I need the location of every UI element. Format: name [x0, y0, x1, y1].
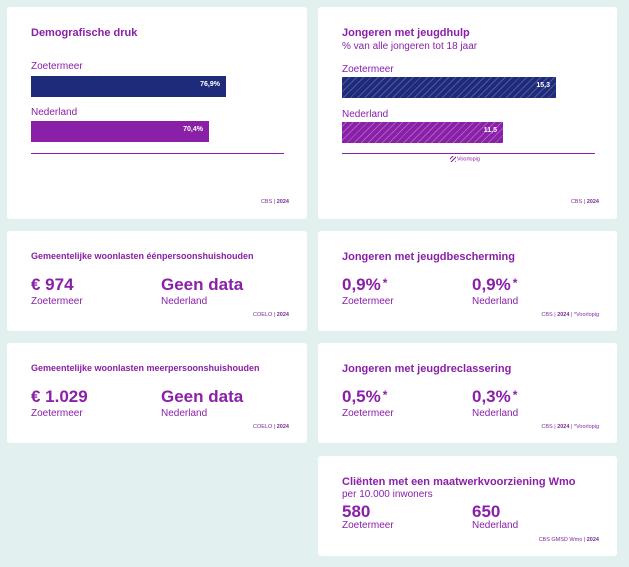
footnote-star: * [382, 388, 388, 402]
label-zoetermeer: Zoetermeer [342, 520, 394, 531]
legend-label: Voorlopig [457, 156, 480, 163]
bar-value-zoetermeer: 15,3 [536, 82, 550, 89]
value-zoetermeer-number: 0,5% [342, 387, 381, 406]
source-name: COELO | [253, 424, 277, 430]
source-label: CBS | 2024 | *Voorlopig [541, 424, 599, 430]
label-nederland: Nederland [161, 408, 208, 419]
card-subtitle: % van alle jongeren tot 18 jaar [342, 41, 478, 52]
value-nederland: Geen data [161, 275, 244, 294]
source-name: CBS | [260, 199, 277, 205]
bar-value-nederland: 11,5 [483, 127, 497, 134]
source-year: 2024 [276, 312, 289, 318]
label-nederland: Nederland [472, 408, 519, 419]
card-title: Gemeentelijke woonlasten meerpersoonshui… [31, 363, 260, 373]
card-title: Gemeentelijke woonlasten éénpersoonshuis… [31, 251, 254, 261]
card-title: Jongeren met jeugdreclassering [342, 363, 512, 375]
footnote-star: * [382, 276, 388, 290]
axis-line [342, 153, 595, 154]
source-name: CBS | [541, 424, 558, 430]
bar-nederland: 70,4% [31, 121, 209, 142]
card-woonlasten-eenpersoons: Gemeentelijke woonlasten éénpersoonshuis… [7, 231, 307, 331]
label-nederland: Nederland [161, 296, 208, 307]
source-label: CBS | 2024 | *Voorlopig [541, 312, 599, 318]
bar-zoetermeer: 15,3 [342, 77, 556, 98]
value-nederland-number: 0,9% [472, 275, 511, 294]
source-year: 2024 [586, 537, 599, 543]
card-demografische-druk: Demografische druk Zoetermeer 76,9% Nede… [7, 7, 307, 219]
value-zoetermeer: 580 [342, 502, 371, 521]
label-zoetermeer: Zoetermeer [342, 408, 394, 419]
card-jeugdreclassering: Jongeren met jeugdreclassering 0,5% * Zoe… [318, 343, 617, 443]
value-nederland: 0,3% * [472, 387, 517, 407]
source-label: COELO | 2024 [253, 424, 289, 430]
card-woonlasten-meerpersoons: Gemeentelijke woonlasten meerpersoonshui… [7, 343, 307, 443]
card-maatwerkvoorziening-wmo: Cliënten met een maatwerkvoorziening Wmo… [318, 456, 617, 556]
value-nederland-number: 0,3% [472, 387, 511, 406]
bar-value-nederland: 70,4% [183, 126, 203, 133]
value-zoetermeer: 0,9% * [342, 275, 387, 295]
source-label: COELO | 2024 [253, 312, 289, 318]
card-title: Cliënten met een maatwerkvoorziening Wmo [342, 476, 576, 488]
bar-label-zoetermeer: Zoetermeer [31, 61, 83, 72]
source-label: CBS | 2024 [571, 199, 599, 205]
card-jeugdbescherming: Jongeren met jeugdbescherming 0,9% * Zoet… [318, 231, 617, 331]
value-zoetermeer: € 1.029 [31, 387, 88, 406]
source-year: 2024 [586, 199, 599, 205]
bar-label-nederland: Nederland [342, 109, 389, 120]
source-note: | *Voorlopig [569, 424, 599, 430]
footnote-star: * [512, 276, 518, 290]
source-label: CBS | 2024 [261, 199, 289, 205]
source-name: CBS GMSD Wmo | [538, 537, 587, 543]
bar-label-zoetermeer: Zoetermeer [342, 64, 394, 75]
value-zoetermeer-number: 0,9% [342, 275, 381, 294]
source-name: COELO | [253, 312, 277, 318]
card-subtitle: per 10.000 inwoners [342, 489, 433, 500]
source-name: CBS | [541, 312, 558, 318]
bar-label-nederland: Nederland [31, 107, 78, 118]
card-title: Demografische druk [31, 27, 138, 39]
bar-value-zoetermeer: 76,9% [200, 81, 220, 88]
label-zoetermeer: Zoetermeer [342, 296, 394, 307]
card-title: Jongeren met jeugdbescherming [342, 251, 515, 263]
source-year: 2024 [276, 199, 289, 205]
legend-voorlopig: Voorlopig [450, 156, 480, 162]
value-zoetermeer: € 974 [31, 275, 74, 294]
value-zoetermeer: 0,5% * [342, 387, 387, 407]
card-title: Jongeren met jeugdhulp [342, 27, 470, 39]
label-nederland: Nederland [472, 296, 519, 307]
source-year: 2024 [557, 312, 570, 318]
source-year: 2024 [276, 424, 289, 430]
source-name: CBS | [570, 199, 587, 205]
source-year: 2024 [557, 424, 570, 430]
footnote-star: * [512, 388, 518, 402]
axis-line [31, 153, 284, 154]
bar-zoetermeer: 76,9% [31, 76, 226, 97]
label-zoetermeer: Zoetermeer [31, 296, 83, 307]
card-jongeren-jeugdhulp: Jongeren met jeugdhulp % van alle jonger… [318, 7, 617, 219]
value-nederland: Geen data [161, 387, 244, 406]
hatch-swatch-icon [450, 156, 456, 162]
bar-nederland: 11,5 [342, 122, 503, 143]
label-zoetermeer: Zoetermeer [31, 408, 83, 419]
label-nederland: Nederland [472, 520, 519, 531]
value-nederland: 650 [472, 502, 501, 521]
source-label: CBS GMSD Wmo | 2024 [539, 537, 599, 543]
source-note: | *Voorlopig [569, 312, 599, 318]
value-nederland: 0,9% * [472, 275, 517, 295]
